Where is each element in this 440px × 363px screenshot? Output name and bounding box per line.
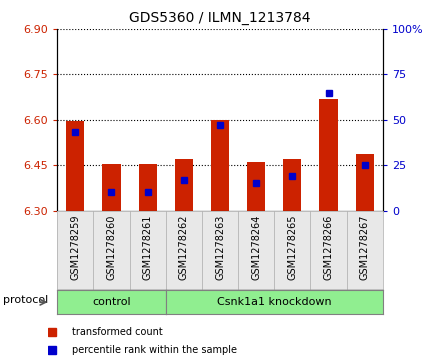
Text: GSM1278267: GSM1278267 [360,215,370,280]
Bar [175,159,193,211]
Bar [66,121,84,211]
Bar [283,159,301,211]
Text: GSM1278265: GSM1278265 [287,215,297,280]
Bar [319,99,337,211]
Text: transformed count: transformed count [73,327,163,337]
Bar [356,154,374,211]
Text: GSM1278261: GSM1278261 [143,215,153,280]
Text: GSM1278260: GSM1278260 [106,215,117,280]
Title: GDS5360 / ILMN_1213784: GDS5360 / ILMN_1213784 [129,11,311,25]
Text: GSM1278262: GSM1278262 [179,215,189,280]
Text: GSM1278264: GSM1278264 [251,215,261,280]
Text: percentile rank within the sample: percentile rank within the sample [73,345,238,355]
Text: control: control [92,297,131,307]
Text: GSM1278259: GSM1278259 [70,215,80,280]
Text: Csnk1a1 knockdown: Csnk1a1 knockdown [217,297,332,307]
Text: protocol: protocol [3,295,48,305]
Text: GSM1278263: GSM1278263 [215,215,225,280]
Text: GSM1278266: GSM1278266 [323,215,334,280]
Bar [211,120,229,211]
Bar [247,162,265,211]
Bar [139,164,157,211]
Bar [103,164,121,211]
